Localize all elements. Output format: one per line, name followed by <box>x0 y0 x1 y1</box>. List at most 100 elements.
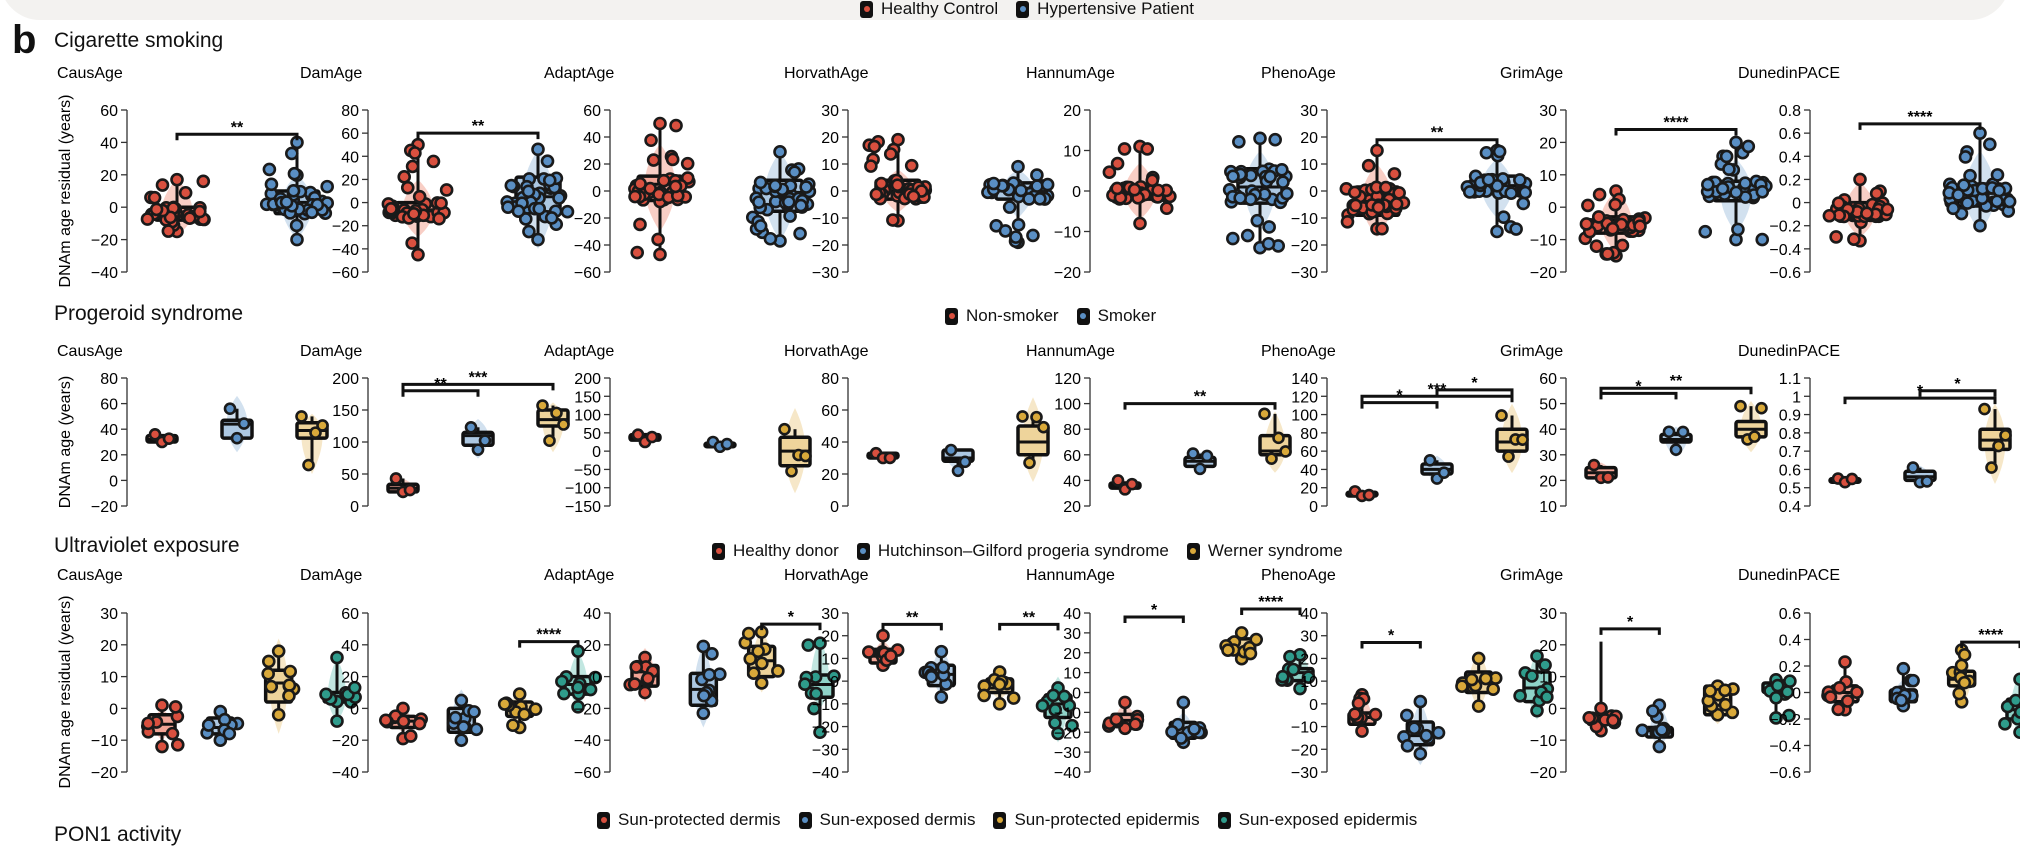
data-point <box>1959 677 1970 688</box>
data-point <box>288 185 299 196</box>
data-point <box>198 176 209 187</box>
data-point <box>1848 234 1859 245</box>
data-point <box>1010 232 1021 243</box>
y-tick-label: 10 <box>821 651 839 668</box>
data-point <box>1987 463 1997 473</box>
y-tick-label: 0.5 <box>1779 481 1801 498</box>
data-point <box>748 668 759 679</box>
y-tick-label: −40 <box>332 765 359 782</box>
data-point <box>263 668 274 679</box>
y-tick-label: 10 <box>1300 674 1318 691</box>
data-point <box>558 688 569 699</box>
data-point <box>530 704 541 715</box>
data-point <box>865 161 876 172</box>
data-point <box>273 709 284 720</box>
y-tick-label: 30 <box>1539 606 1557 623</box>
data-point <box>180 187 191 198</box>
data-point <box>1847 474 1857 484</box>
data-point <box>1380 182 1391 193</box>
data-point <box>1013 219 1024 230</box>
data-point <box>391 473 401 483</box>
data-point <box>1589 460 1599 470</box>
panel-title: AdaptAge <box>544 567 614 584</box>
y-tick-label: 10 <box>821 157 839 174</box>
data-point <box>803 640 814 651</box>
data-point <box>542 156 553 167</box>
y-tick-label: 10 <box>1063 666 1081 683</box>
data-point <box>523 186 534 197</box>
data-point <box>321 689 332 700</box>
y-tick-label: 20 <box>1539 638 1557 655</box>
data-point <box>1481 147 1492 158</box>
y-tick-label: −10 <box>1054 225 1081 242</box>
data-point <box>1954 688 1965 699</box>
data-point <box>456 695 467 706</box>
data-point <box>635 219 646 230</box>
data-point <box>1962 198 1973 209</box>
data-point <box>534 203 545 214</box>
data-point <box>143 718 154 729</box>
y-tick-label: 80 <box>1300 426 1318 443</box>
data-point <box>1372 145 1383 156</box>
data-point <box>519 709 530 720</box>
y-tick-label: 140 <box>1291 371 1318 388</box>
data-point <box>283 690 294 701</box>
data-point <box>1731 187 1742 198</box>
data-point <box>428 156 439 167</box>
data-point <box>441 184 452 195</box>
data-point <box>1142 143 1153 154</box>
y-tick-label: −20 <box>574 701 601 718</box>
data-point <box>722 439 732 449</box>
y-tick-label: 150 <box>332 403 359 420</box>
data-point <box>1515 690 1526 701</box>
y-tick-label: 0.6 <box>1779 462 1801 479</box>
data-point <box>1161 203 1172 214</box>
data-point <box>1235 193 1246 204</box>
data-point <box>507 720 518 731</box>
y-tick-label: 0.4 <box>1779 499 1801 516</box>
y-tick-label: 0.6 <box>1779 606 1801 623</box>
data-point <box>1702 179 1713 190</box>
data-point <box>642 673 653 684</box>
data-point <box>1617 240 1628 251</box>
data-point <box>682 158 693 169</box>
y-tick-label: 30 <box>821 103 839 120</box>
y-tick-label: 100 <box>1054 397 1081 414</box>
data-point <box>149 192 160 203</box>
data-point <box>863 647 874 658</box>
y-tick-label: 0 <box>592 184 601 201</box>
y-tick-label: −20 <box>332 219 359 236</box>
data-point <box>232 433 242 443</box>
data-point <box>1349 187 1360 198</box>
data-point <box>407 238 418 249</box>
data-point <box>1833 704 1844 715</box>
data-point <box>2015 727 2020 738</box>
data-point <box>1195 464 1205 474</box>
data-point <box>1851 687 1862 698</box>
data-point <box>1959 649 1970 660</box>
y-tick-label: 20 <box>1300 651 1318 668</box>
y-tick-label: 0 <box>1548 701 1557 718</box>
data-point <box>1042 179 1053 190</box>
data-point <box>1264 221 1275 232</box>
data-point <box>1871 188 1882 199</box>
data-point <box>1591 241 1602 252</box>
data-point <box>1647 706 1658 717</box>
data-point <box>1855 174 1866 185</box>
data-point <box>1113 475 1123 485</box>
y-tick-label: 60 <box>583 103 601 120</box>
y-tick-label: −30 <box>1291 765 1318 782</box>
data-point <box>224 728 235 739</box>
significance-label: ** <box>472 118 485 135</box>
data-point <box>1975 220 1986 231</box>
data-point <box>892 180 903 191</box>
data-point <box>698 708 709 719</box>
data-point <box>631 662 642 673</box>
data-point <box>783 197 794 208</box>
data-point <box>458 721 469 732</box>
y-tick-label: 20 <box>1539 135 1557 152</box>
